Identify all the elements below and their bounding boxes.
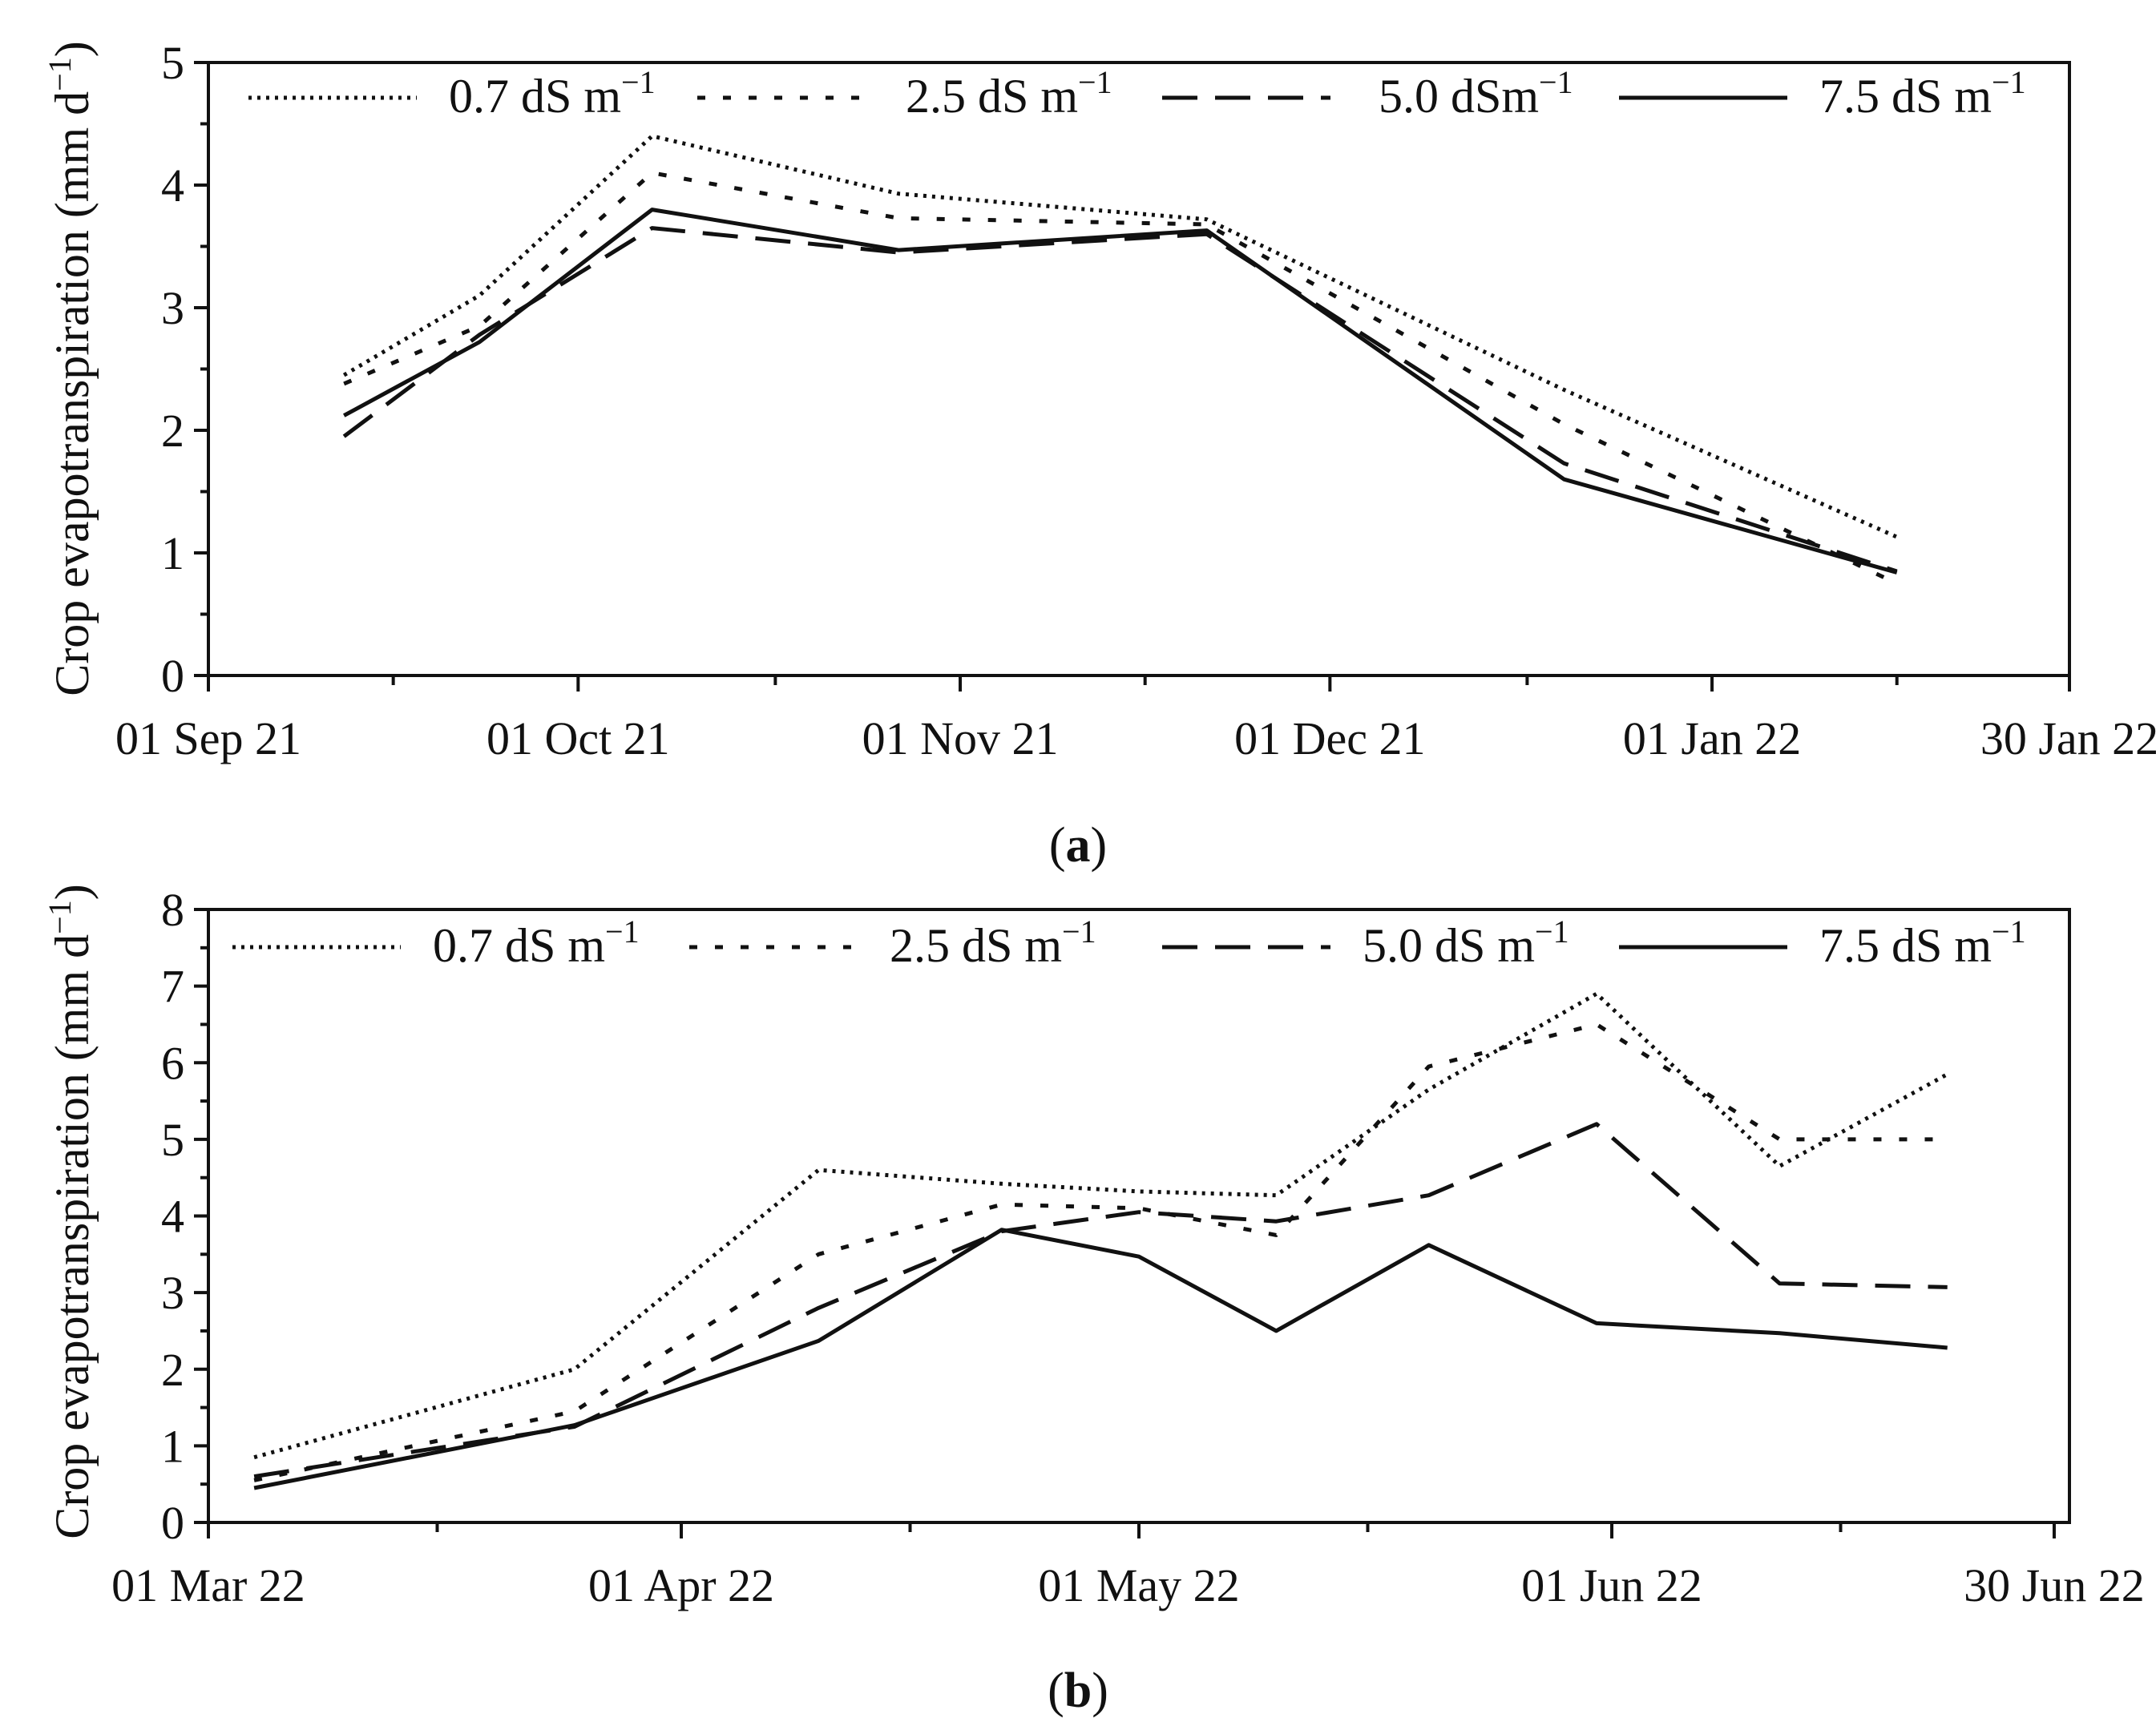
- legend-label-text: 0.7 dS m: [449, 70, 621, 123]
- y-tick-label: 0: [161, 1497, 184, 1549]
- chart-panel-a: 0 1 2 3 4 5 01 Sep 21 01 Oct 21 01 Nov 21 01 Dec…: [42, 37, 2156, 873]
- legend-label: 7.5 dS m−1: [1819, 913, 2026, 972]
- panel-letter-b: b: [1064, 1663, 1092, 1718]
- y-axis-title-main: Crop evapotranspiration (mm d: [46, 934, 99, 1539]
- y-tick-label: 3: [161, 1267, 184, 1319]
- legend-label-text: 0.7 dS m: [433, 919, 605, 972]
- y-tick-label: 1: [161, 1420, 184, 1472]
- x-tick-label: 30 Jun 22: [1964, 1559, 2145, 1611]
- panel-letter-a: a: [1066, 818, 1091, 873]
- y-tick-label: 5: [161, 1114, 184, 1166]
- y-tick-label: 3: [161, 282, 184, 334]
- y-axis-title-close: ): [46, 884, 99, 900]
- legend-label-sup: −1: [1539, 64, 1573, 100]
- legend-label-text: 7.5 dS m: [1819, 70, 1992, 123]
- series-line-long-dash: [342, 226, 1898, 574]
- x-tick-label: 30 Jan 22: [1980, 712, 2156, 764]
- y-tick-label: 0: [161, 650, 184, 702]
- legend: 0.7 dS m−1 2.5 dS m−1 5.0 dS m−1 7.5 dS m−1: [232, 913, 2026, 972]
- x-axis-ticks: 01 Mar 22 01 Apr 22 01 May 22 01 Jun 22 30 J…: [111, 1522, 2145, 1611]
- legend-label-sup: −1: [1992, 913, 2026, 950]
- y-tick-label: 6: [161, 1037, 184, 1089]
- legend-label: 5.0 dS m−1: [1363, 913, 1569, 972]
- legend-label-text: 2.5 dS m: [890, 919, 1062, 972]
- y-axis-title: Crop evapotranspiration (mm d−1): [42, 884, 99, 1538]
- y-tick-label: 7: [161, 961, 184, 1013]
- y-axis-ticks: 0 1 2 3 4 5 6 7 8: [161, 884, 208, 1549]
- panel-label-b: (b): [1048, 1663, 1108, 1718]
- series-line-dotted: [342, 134, 1898, 539]
- x-tick-label: 01 Sep 21: [115, 712, 301, 764]
- plot-frame: [207, 61, 2071, 677]
- legend-label: 5.0 dSm−1: [1379, 64, 1573, 123]
- y-axis-title-sup: −1: [42, 900, 78, 934]
- x-tick-label: 01 Apr 22: [588, 1559, 774, 1611]
- series-line-solid: [343, 208, 1898, 575]
- x-axis-ticks: 01 Sep 21 01 Oct 21 01 Nov 21 01 Dec 21 01 J…: [115, 675, 2156, 764]
- legend-label-text: 7.5 dS m: [1819, 919, 1992, 972]
- series-lines: [253, 991, 1948, 1490]
- series-line-short-dash: [253, 1022, 1948, 1482]
- legend: 0.7 dS m−1 2.5 dS m−1 5.0 dSm−1 7.5 dS m−1: [248, 64, 2026, 123]
- y-tick-label: 2: [161, 1344, 184, 1396]
- series-line-solid: [253, 1228, 1948, 1490]
- legend-label-text: 2.5 dS m: [906, 70, 1078, 123]
- x-tick-label: 01 Jun 22: [1521, 1559, 1702, 1611]
- series-line-dotted: [253, 991, 1948, 1460]
- y-axis-title: Crop evapotranspiration (mm d−1): [42, 41, 99, 696]
- legend-label: 0.7 dS m−1: [433, 913, 640, 972]
- legend-label-sup: −1: [1062, 913, 1096, 950]
- panel-label-a: (a): [1049, 818, 1107, 873]
- legend-label-sup: −1: [1535, 913, 1569, 950]
- legend-label-sup: −1: [605, 913, 640, 950]
- x-tick-label: 01 Mar 22: [111, 1559, 305, 1611]
- legend-label: 2.5 dS m−1: [906, 64, 1112, 123]
- legend-label: 0.7 dS m−1: [449, 64, 656, 123]
- x-tick-label: 01 May 22: [1038, 1559, 1239, 1611]
- y-tick-label: 5: [161, 37, 184, 89]
- legend-label-sup: −1: [1078, 64, 1112, 100]
- series-lines: [342, 134, 1898, 586]
- x-tick-label: 01 Nov 21: [862, 712, 1059, 764]
- y-tick-label: 8: [161, 884, 184, 936]
- y-axis-ticks: 0 1 2 3 4 5: [161, 37, 208, 702]
- y-tick-label: 4: [161, 159, 184, 212]
- legend-label-sup: −1: [1992, 64, 2026, 100]
- legend-label-text: 5.0 dS m: [1363, 919, 1535, 972]
- legend-label-sup: −1: [621, 64, 656, 100]
- legend-label: 7.5 dS m−1: [1819, 64, 2026, 123]
- y-axis-title-main: Crop evapotranspiration (mm d: [46, 91, 99, 696]
- y-axis-title-close: ): [46, 41, 99, 57]
- x-tick-label: 01 Jan 22: [1623, 712, 1801, 764]
- y-tick-label: 2: [161, 405, 184, 457]
- legend-label-text: 5.0 dSm: [1379, 70, 1539, 123]
- y-axis-title-sup: −1: [42, 57, 78, 91]
- x-tick-label: 01 Dec 21: [1234, 712, 1425, 764]
- y-tick-label: 1: [161, 527, 184, 579]
- y-tick-label: 4: [161, 1191, 184, 1243]
- legend-label: 2.5 dS m−1: [890, 913, 1096, 972]
- x-tick-label: 01 Oct 21: [487, 712, 670, 764]
